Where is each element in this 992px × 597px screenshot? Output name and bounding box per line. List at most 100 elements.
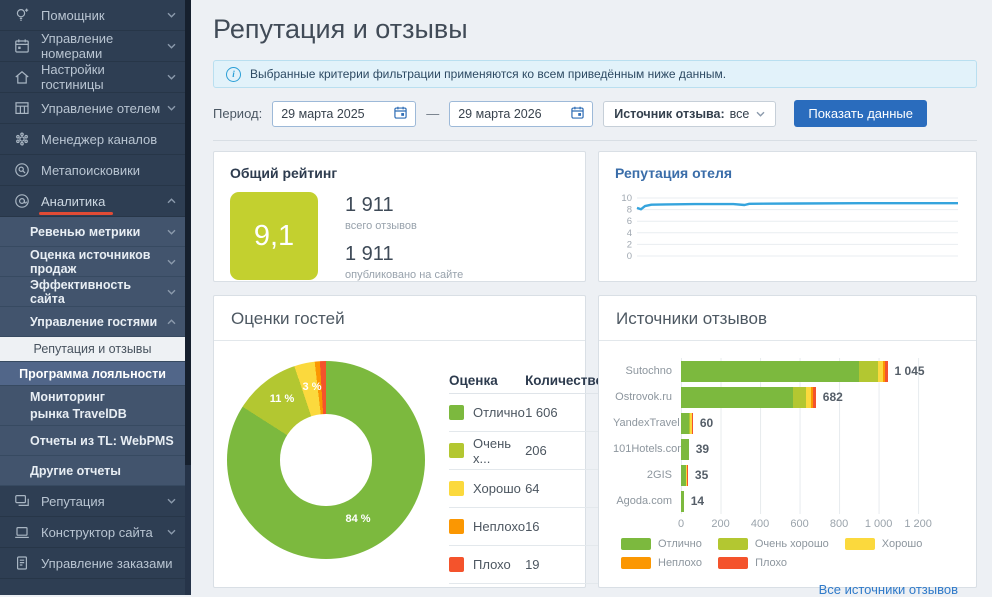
ratings-header-count: Количество: [525, 373, 601, 388]
axis-tick-label: 200: [711, 518, 729, 530]
rating-count: 64: [525, 481, 601, 496]
sidebar-item-market-monitoring-traveldb[interactable]: Мониторинг рынка TravelDB: [0, 386, 185, 426]
sidebar-item-reputation[interactable]: Репутация: [0, 486, 185, 517]
show-data-button[interactable]: Показать данные: [794, 100, 927, 127]
sidebar-item-channel-manager[interactable]: Менеджер каналов: [0, 124, 185, 155]
chevron-down-icon: [167, 529, 176, 535]
bar-segment-Отлично: [681, 361, 859, 382]
section-divider: [213, 140, 977, 141]
chat-icon: [13, 493, 30, 510]
date-range-separator: —: [426, 106, 439, 121]
rating-label: Хорошо: [473, 481, 525, 496]
filter-info-banner: i Выбранные критерии фильтрации применяю…: [213, 60, 977, 88]
sidebar-item-label: Управление заказами: [41, 556, 173, 571]
bar-segment-Очень хорошо: [793, 387, 807, 408]
ratings-table-row: Очень х...206: [449, 432, 601, 470]
sidebar-item-hotel-settings[interactable]: Настройки гостиницы: [0, 62, 185, 93]
sidebar-item-label: Конструктор сайта: [41, 525, 153, 540]
review-sources-title: Источники отзывов: [616, 309, 959, 329]
review-source-select[interactable]: Источник отзыва: все: [603, 101, 776, 127]
filter-bar: Период: 29 марта 2025 — 29 марта 2026 Ис…: [213, 100, 977, 127]
rating-score-badge: 9,1: [230, 192, 318, 280]
legend-label: Плохо: [755, 557, 787, 569]
sidebar-item-site-effectiveness[interactable]: Эффективность сайта: [0, 277, 185, 307]
svg-text:0: 0: [627, 251, 632, 262]
bar-track: 682: [681, 384, 930, 410]
bar-segment-Отлично: [681, 491, 684, 512]
sidebar-item-label: Оценка источников продаж: [30, 248, 167, 276]
bar-total-label: 14: [691, 488, 704, 514]
sidebar-item-tl-webpms-reports[interactable]: Отчеты из TL: WebPMS: [0, 426, 185, 456]
ratings-table-header: Оценка Количество: [449, 367, 601, 394]
date-to-input[interactable]: 29 марта 2026: [449, 101, 593, 127]
sidebar-item-assistant[interactable]: Помощник: [0, 0, 185, 31]
bar-category-label: Ostrovok.ru: [613, 391, 681, 403]
review-source-label: Источник отзыва:: [614, 107, 724, 121]
rating-count: 206: [525, 443, 601, 458]
sidebar-item-label: Менеджер каналов: [41, 132, 157, 147]
total-reviews-caption: всего отзывов: [345, 220, 463, 232]
sidebar-item-loyalty-program[interactable]: Программа лояльности: [0, 362, 185, 386]
sidebar-item-reputation-reviews[interactable]: Репутация и отзывы: [0, 337, 185, 362]
bar-stack: [681, 413, 693, 434]
sidebar-item-other-reports[interactable]: Другие отчеты: [0, 456, 185, 486]
sidebar-scrollbar-thumb[interactable]: [185, 0, 191, 465]
chevron-down-icon: [756, 111, 765, 117]
total-reviews-value: 1 911: [345, 194, 463, 217]
sidebar-item-metasearch[interactable]: Метапоисковики: [0, 155, 185, 186]
sidebar-item-label: Ревенью метрики: [30, 225, 140, 239]
sidebar-item-hotel-management[interactable]: Управление отелем: [0, 93, 185, 124]
sidebar-scrollbar[interactable]: [185, 0, 191, 595]
axis-tick-label: 400: [751, 518, 769, 530]
bar-total-label: 39: [696, 436, 709, 462]
bar-track: 35: [681, 462, 930, 488]
sidebar-item-analytics[interactable]: Аналитика: [0, 186, 185, 217]
sidebar-item-order-management[interactable]: Управление заказами: [0, 548, 185, 579]
info-icon: i: [226, 67, 241, 82]
legend-item: Неплохо: [621, 557, 702, 569]
sidebar-item-site-builder[interactable]: Конструктор сайта: [0, 517, 185, 548]
main-content: Репутация и отзывы i Выбранные критерии …: [191, 0, 992, 595]
bar-track: 14: [681, 488, 930, 514]
review-source-value: все: [730, 107, 750, 121]
sidebar-item-sales-sources[interactable]: Оценка источников продаж: [0, 247, 185, 277]
bar-track: 1 045: [681, 358, 930, 384]
chevron-down-icon: [167, 43, 176, 49]
bar-total-label: 35: [695, 462, 708, 488]
bar-category-label: Sutochno: [613, 365, 681, 377]
bar-segment-Плохо: [687, 465, 688, 486]
bar-category-label: Agoda.com: [613, 495, 681, 507]
bar-track: 39: [681, 436, 930, 462]
svg-text:2: 2: [627, 239, 632, 250]
rating-label: Отлично: [473, 405, 525, 420]
axis-tick-label: 600: [790, 518, 808, 530]
sidebar-item-room-management[interactable]: Управление номерами: [0, 31, 185, 62]
sidebar-item-label: Мониторинг рынка TravelDB: [30, 389, 142, 422]
ratings-header-score: Оценка: [449, 373, 525, 388]
axis-tick-label: 800: [830, 518, 848, 530]
donut-hole: [280, 414, 371, 505]
rating-color-swatch: [449, 557, 464, 572]
document-icon: [13, 555, 30, 572]
bar-segment-Отлично: [681, 439, 689, 460]
date-from-input[interactable]: 29 марта 2025: [272, 101, 416, 127]
legend-swatch: [621, 557, 651, 569]
svg-text:8: 8: [627, 205, 632, 216]
sidebar-item-revenue-metrics[interactable]: Ревенью метрики: [0, 217, 185, 247]
chevron-down-icon: [167, 498, 176, 504]
rating-color-swatch: [449, 405, 464, 420]
magnifier-badge-icon: [13, 162, 30, 179]
sidebar-item-guest-management[interactable]: Управление гостями: [0, 307, 185, 337]
axis-tick-label: 1 200: [904, 518, 932, 530]
legend-item: Очень хорошо: [718, 538, 829, 550]
legend-swatch: [621, 538, 651, 550]
sidebar-item-label: Помощник: [41, 8, 105, 23]
